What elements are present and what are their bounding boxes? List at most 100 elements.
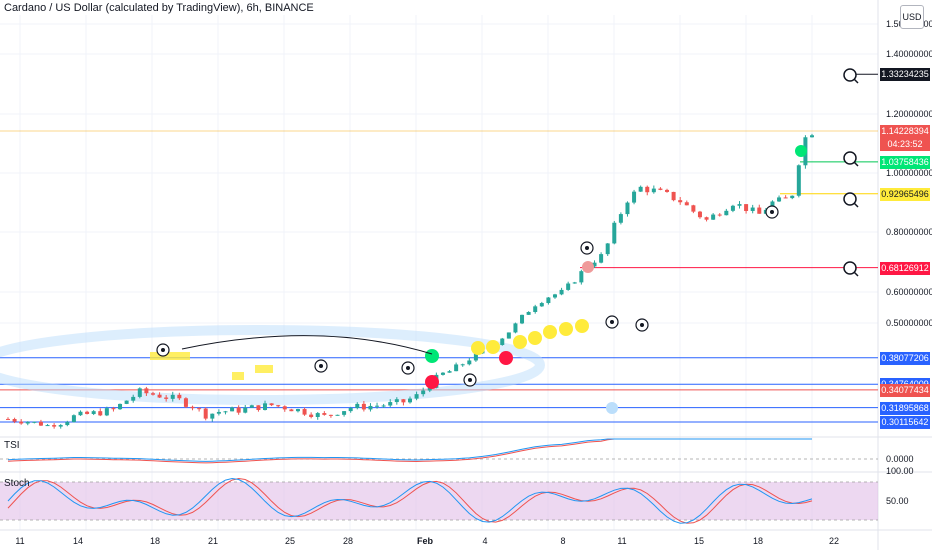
candle-body xyxy=(85,411,90,414)
candle-body xyxy=(810,135,814,138)
price-tag-label: 0.31895868 xyxy=(880,401,930,415)
lens-marker-icon xyxy=(843,68,857,82)
lens-marker-handle xyxy=(853,202,859,208)
candle-body xyxy=(599,254,604,263)
time-axis-label: 14 xyxy=(73,536,83,546)
emoji-marker-dot xyxy=(468,378,472,382)
candle-body xyxy=(796,165,801,196)
candle-body xyxy=(6,418,10,420)
candle-body xyxy=(71,415,76,423)
candle-body xyxy=(750,207,755,211)
candle-body xyxy=(592,262,597,267)
candle-body xyxy=(559,289,564,295)
signal-dot-pink xyxy=(582,261,594,273)
candle-body xyxy=(150,393,155,395)
candle-body xyxy=(671,191,676,201)
candle-body xyxy=(348,408,353,412)
candle-body xyxy=(315,413,320,417)
candle-body xyxy=(447,371,452,373)
candle-body xyxy=(645,186,650,193)
price-tag-label: 1.03758436 xyxy=(880,155,930,169)
emoji-marker-dot xyxy=(585,246,589,250)
candle-body xyxy=(506,332,511,339)
time-axis-label: 15 xyxy=(694,536,704,546)
candle-body xyxy=(539,303,544,307)
signal-dot-yellow xyxy=(575,319,589,333)
candle-body xyxy=(566,283,571,290)
signal-dot-blue xyxy=(606,402,618,414)
candle-body xyxy=(104,408,109,416)
candle-body xyxy=(790,195,795,199)
candle-body xyxy=(223,411,228,413)
candle-body xyxy=(32,421,37,423)
stoch-label[interactable]: Stoch xyxy=(4,478,30,489)
candle-body xyxy=(197,408,202,410)
candle-body xyxy=(546,297,551,304)
time-axis-label: 21 xyxy=(208,536,218,546)
emoji-marker-dot xyxy=(161,348,165,352)
candle-body xyxy=(440,372,445,375)
signal-dot-red xyxy=(425,375,439,389)
price-axis-tick-label: 0.60000000 xyxy=(886,287,932,297)
signal-dot-green xyxy=(795,145,807,157)
candle-body xyxy=(65,422,70,426)
candle-body xyxy=(414,394,419,399)
price-tag-label: 0.34077434 xyxy=(880,383,930,397)
candle-body xyxy=(711,214,716,220)
candle-body xyxy=(164,397,169,399)
candle-body xyxy=(473,353,478,361)
price-tag-label: 1.14228394 xyxy=(880,125,930,139)
signal-dot-red xyxy=(499,351,513,365)
signal-dot-yellow xyxy=(528,331,542,345)
lens-marker-handle xyxy=(853,161,859,167)
candle-body xyxy=(381,405,386,407)
candle-body xyxy=(454,364,459,372)
candle-body xyxy=(744,204,749,211)
candle-body xyxy=(427,387,432,391)
yellow-highlight xyxy=(255,365,273,373)
candle-body xyxy=(111,408,116,410)
candle-body xyxy=(394,399,399,403)
tsi-label[interactable]: TSI xyxy=(4,440,20,451)
time-axis-label: 28 xyxy=(343,536,353,546)
price-tag-label: 0.30115642 xyxy=(880,416,930,430)
signal-dot-yellow xyxy=(543,325,557,339)
stoch-k-line xyxy=(7,477,813,524)
candle-body xyxy=(19,421,24,424)
candle-body xyxy=(25,422,30,424)
time-axis-label: Feb xyxy=(417,536,434,546)
stoch-band-fill xyxy=(0,482,878,520)
candle-body xyxy=(263,403,268,411)
candle-body xyxy=(328,414,333,416)
candle-body xyxy=(500,338,505,345)
candle-body xyxy=(276,405,281,407)
candle-body xyxy=(144,388,149,394)
candle-body xyxy=(342,411,347,415)
lens-marker-icon xyxy=(843,151,857,165)
emoji-marker-dot xyxy=(319,364,323,368)
candle-body xyxy=(236,407,241,413)
candle-body xyxy=(309,414,314,417)
candle-body xyxy=(783,197,788,199)
emoji-marker-dot xyxy=(770,210,774,214)
price-tag-label: 0.38077206 xyxy=(880,351,930,365)
candle-body xyxy=(118,403,123,410)
time-axis-label: 11 xyxy=(617,536,626,546)
blue-ellipse-drawing xyxy=(0,325,545,405)
time-axis-label: 8 xyxy=(560,536,565,546)
currency-button[interactable]: USD xyxy=(900,5,924,29)
stoch-axis-label: 50.00 xyxy=(886,496,909,506)
candle-body xyxy=(58,425,63,427)
candle-body xyxy=(230,407,235,412)
candle-body xyxy=(618,214,623,223)
candle-body xyxy=(704,217,709,220)
candle-body xyxy=(717,214,722,216)
candle-body xyxy=(401,399,406,403)
candle-body xyxy=(408,398,412,403)
candle-body xyxy=(651,188,656,193)
candle-body xyxy=(579,271,584,283)
price-axis-tick-label: 1.00000000 xyxy=(886,168,932,178)
price-axis-tick-label: 0.50000000 xyxy=(886,318,932,328)
